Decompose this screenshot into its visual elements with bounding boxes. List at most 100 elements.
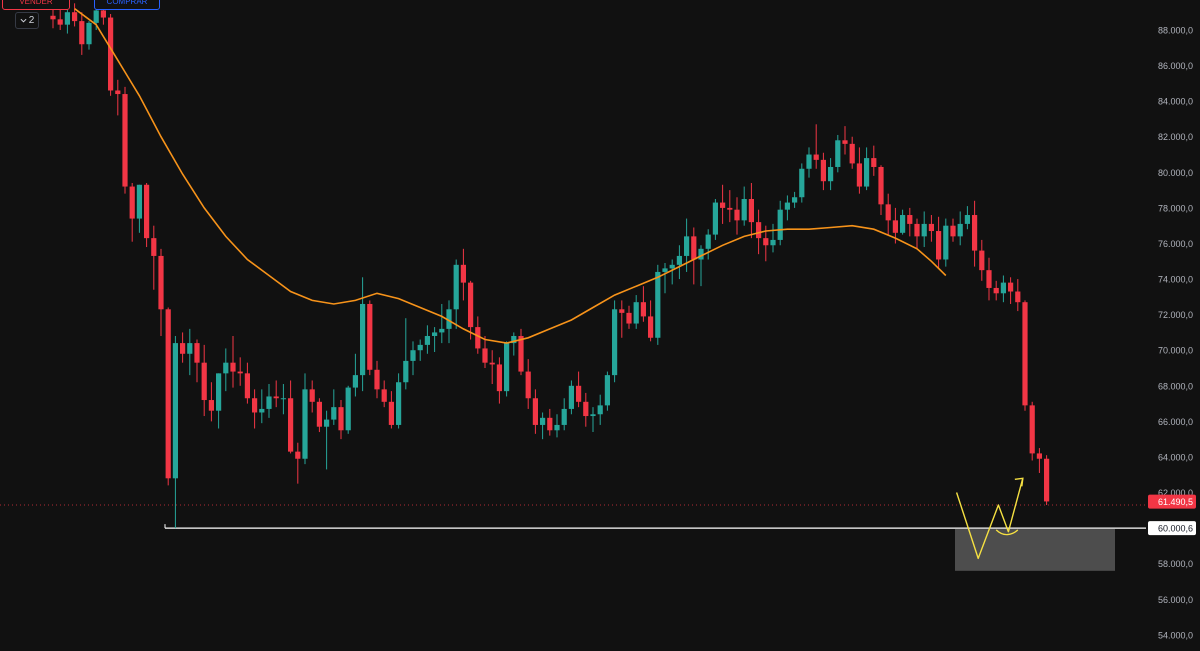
candle [108,13,114,96]
candle [885,193,891,235]
candle-body [338,407,344,431]
candle [302,373,308,465]
candle-body [360,303,366,376]
candle [115,79,121,116]
y-tick-label: 82.000,0 [1158,132,1193,142]
candle [136,184,142,233]
candle [72,3,78,27]
candle [129,182,135,242]
candle [619,300,625,338]
quantity-value: 2 [28,15,35,26]
buy-button[interactable]: COMPRAR [94,0,160,10]
candle [856,147,862,194]
candle [1029,401,1035,461]
candle-body [1015,291,1021,303]
candle [957,211,963,246]
candle-body [1029,405,1035,454]
candle-body [273,396,279,399]
candle-body [878,166,884,205]
candle-body [763,238,769,246]
y-tick-label: 74.000,0 [1158,275,1193,285]
candle-body [403,360,409,383]
candle-body [1036,453,1042,459]
candle [194,339,200,383]
candle-body [943,225,949,260]
candle [216,373,222,429]
candle [237,357,243,386]
current-price-label: 61.490,5 [1158,497,1193,507]
candle-body [784,202,790,210]
candle [806,147,812,178]
candle [720,184,726,224]
candle-body [223,362,229,374]
candle [540,412,546,440]
y-tick-label: 68.000,0 [1158,381,1193,391]
y-tick-label: 58.000,0 [1158,559,1193,569]
candle-body [712,202,718,235]
candle-body [979,250,985,271]
candle [86,21,92,50]
candle-body [864,158,870,187]
candle [496,357,502,404]
candle [597,394,603,425]
candle [295,442,301,484]
y-tick-label: 84.000,0 [1158,97,1193,107]
candle-body [856,163,862,187]
candle [568,380,574,415]
candle [640,286,646,322]
candle [936,216,942,269]
candle-body [302,389,308,459]
candle [518,328,524,376]
candle [489,350,495,385]
candle-body [172,343,178,479]
quantity-selector[interactable]: 2 [15,12,39,29]
candle-body [741,199,747,221]
candle-body [504,343,510,392]
candle [223,348,229,392]
candle [799,163,805,203]
candle-body [842,140,848,144]
sell-button[interactable]: VENDER [2,0,70,10]
candle-body [540,417,546,425]
candle [698,245,704,287]
candle [424,325,430,354]
candle-body [230,362,236,372]
candle-body [799,168,805,198]
candle [309,380,315,413]
candle [453,259,459,329]
candle [244,362,250,404]
candle-body [201,362,207,401]
candle-body [309,389,315,402]
candle-body [648,316,654,338]
candle-body [216,373,222,411]
candle-body [900,215,906,233]
candle [525,359,531,409]
support-zone-layer [955,529,1115,571]
candle-body [532,398,538,425]
candle [842,126,848,155]
candle [511,332,517,356]
y-tick-label: 62.000,0 [1158,488,1193,498]
candle [828,158,834,191]
candle [446,300,452,344]
candle [921,211,927,248]
candle [374,360,380,399]
candle [914,218,920,249]
candle-body [921,223,927,237]
candle-body [57,19,63,25]
candle [1000,275,1006,303]
candle [864,147,870,191]
candle-body [187,343,193,354]
candle [396,373,402,429]
candle [417,339,423,361]
candle-body [50,15,56,20]
candle [979,239,985,281]
candle [151,225,157,290]
candle-body [324,419,330,427]
candle-body [100,10,106,18]
candle-body [208,400,214,411]
candle-body [475,327,481,349]
candle [964,206,970,230]
candle-body [770,239,776,246]
